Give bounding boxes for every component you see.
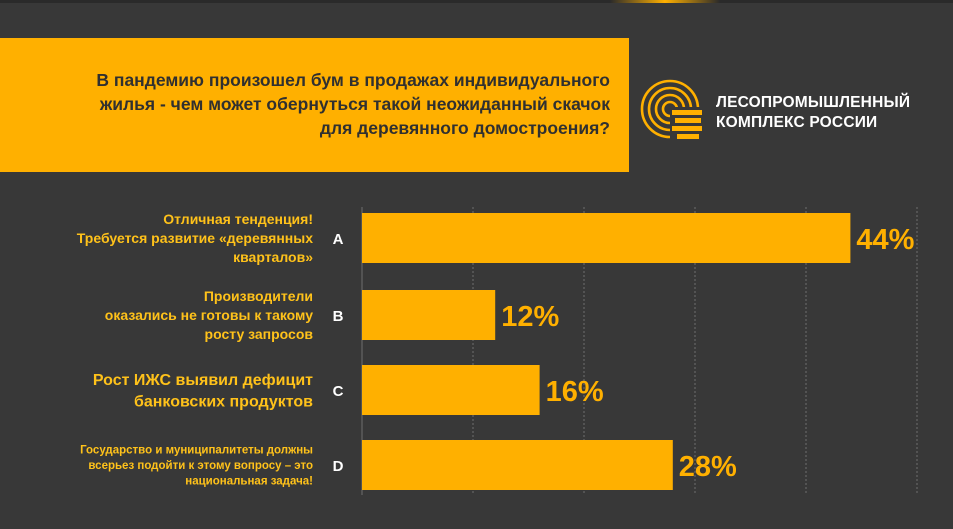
value-label-a: 44% <box>856 224 914 256</box>
category-letter-d: D <box>333 458 344 475</box>
question-text: В пандемию произошел бум в продажах инди… <box>20 68 610 140</box>
category-letter-c: C <box>333 383 344 400</box>
value-label-b: 12% <box>501 301 559 333</box>
category-label-b-line-1: Производители <box>204 288 313 304</box>
bar-chart: 44% A Отличная тенденция! Требуется развити… <box>77 207 918 495</box>
brand-line-2: КОМПЛЕКС РОССИИ <box>716 114 878 131</box>
question-banner <box>0 38 629 172</box>
category-label-a-line-2: Требуется развитие «деревянных <box>77 230 313 246</box>
category-label-b-line-3: росту запросов <box>205 326 314 342</box>
category-label-d-line-2: всерьез подойти к этому вопросу – это <box>88 460 313 472</box>
question-line-1: В пандемию произошел бум в продажах инди… <box>96 70 610 90</box>
value-label-c: 16% <box>546 376 604 408</box>
brand-line-1: ЛЕСОПРОМЫШЛЕННЫЙ <box>716 94 911 111</box>
top-strip <box>0 0 953 3</box>
question-line-2: жилья - чем может обернуться такой неожи… <box>99 94 610 114</box>
bar-d <box>362 440 673 490</box>
category-label-a-line-3: кварталов» <box>233 249 313 265</box>
top-strip-glow <box>610 0 720 3</box>
bar-b <box>362 290 496 340</box>
question-line-3: для деревянного домостроения? <box>319 118 610 138</box>
bar-c <box>362 365 540 415</box>
category-label-b-line-2: оказались не готовы к такому <box>105 307 313 323</box>
category-letter-b: B <box>333 308 344 325</box>
category-label-c-line-2: банковских продуктов <box>134 393 313 410</box>
category-letter-a: A <box>333 231 344 248</box>
bar-a <box>362 213 851 263</box>
category-label-d-line-3: национальная задача! <box>185 476 313 488</box>
category-label-d-line-1: Государство и муниципалитеты должны <box>80 445 313 457</box>
value-label-d: 28% <box>679 451 737 483</box>
brand-name: ЛЕСОПРОМЫШЛЕННЫЙ КОМПЛЕКС РОССИИ <box>716 93 910 133</box>
category-label-c-line-1: Рост ИЖС выявил дефицит <box>93 372 313 389</box>
tree-rings-logo-icon <box>640 79 704 141</box>
category-label-a-line-1: Отличная тенденция! <box>163 211 313 227</box>
